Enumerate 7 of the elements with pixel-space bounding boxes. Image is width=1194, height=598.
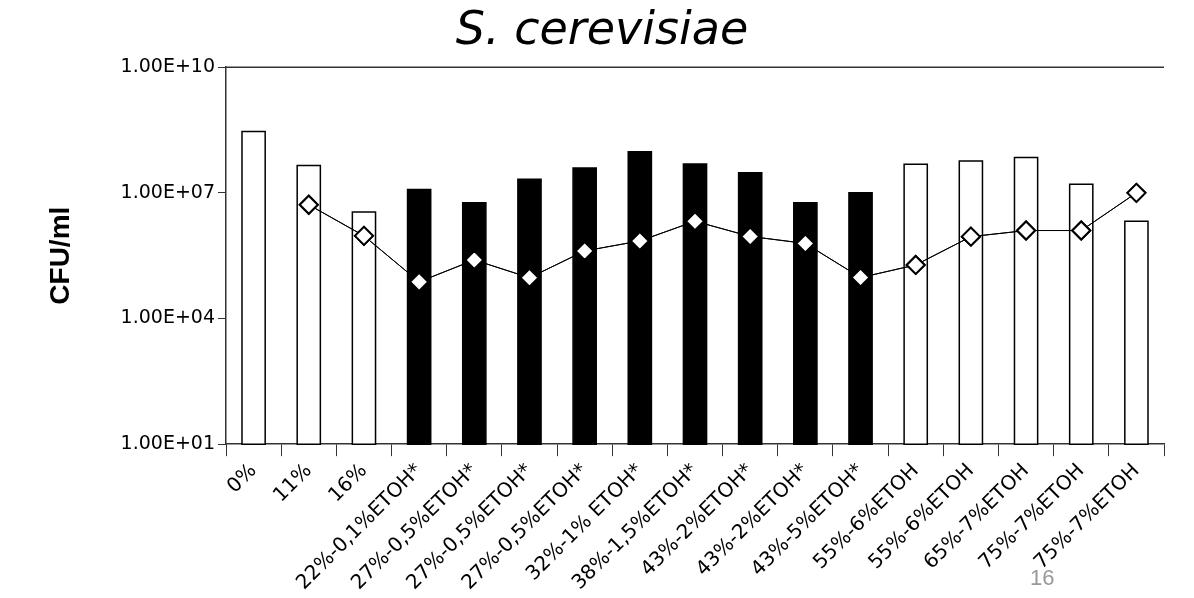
x-tick-label: 0% [221,457,261,498]
y-tick-label: 1.00E+10 [120,54,216,77]
y-axis-title: CFU/ml [43,206,75,305]
chart-title: S. cerevisiae [455,0,749,55]
y-tick-label: 1.00E+07 [120,179,216,202]
y-tick-label: 1.00E+04 [120,305,216,328]
y-tick-label: 1.00E+01 [120,431,216,454]
